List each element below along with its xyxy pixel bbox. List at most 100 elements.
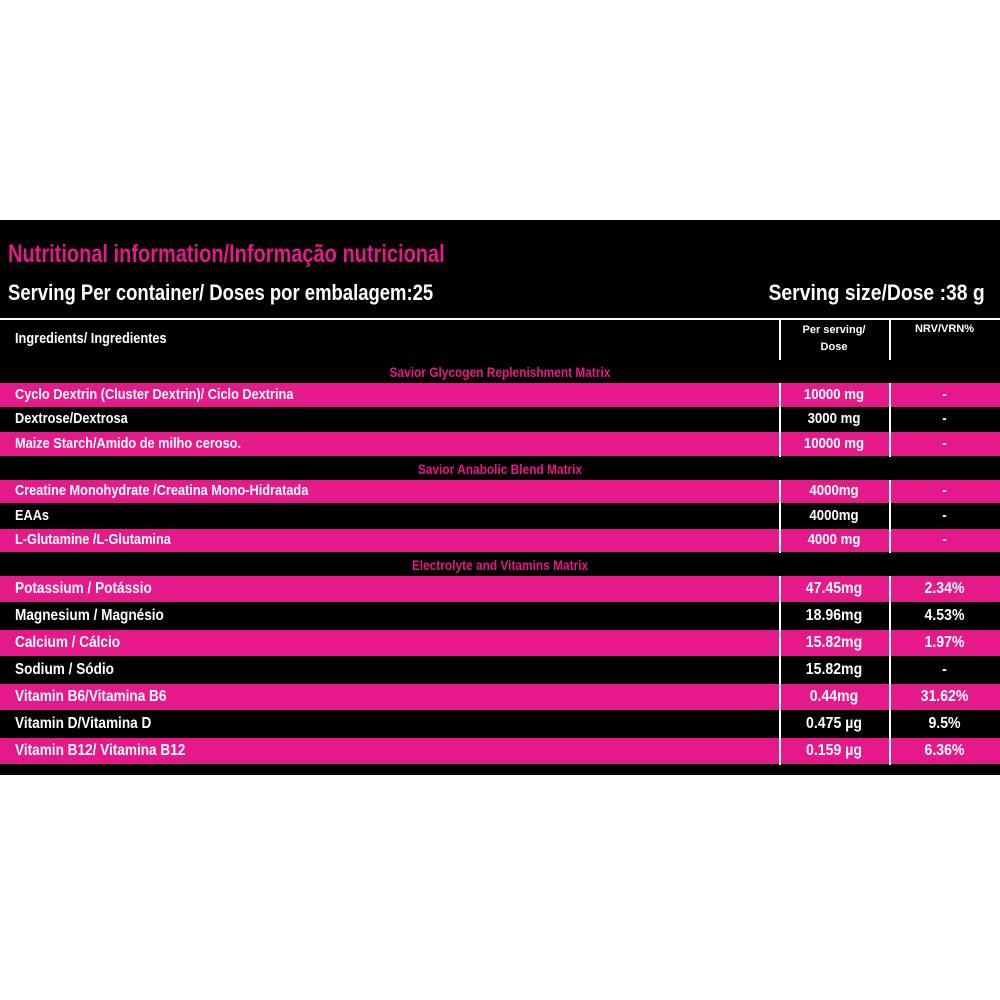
row-bg [0, 479, 779, 503]
nrv: 6.36% [924, 742, 965, 759]
ingredient: Calcium / Cálcio [15, 634, 121, 651]
row-bg [891, 528, 1000, 552]
row-bg [891, 576, 1000, 602]
nrv: 1.97% [924, 634, 965, 651]
col-rule [779, 479, 781, 504]
nrv: - [942, 385, 947, 403]
dose: 10000 mg [803, 434, 865, 452]
row-bg [891, 630, 1000, 656]
row-bg [781, 407, 889, 431]
dose: 10000 mg [803, 385, 865, 403]
col-rule [779, 603, 781, 630]
col-rule [779, 407, 781, 432]
ingredient: Vitamin B6/Vitamina B6 [15, 688, 167, 705]
label-panel: Nutritional information/Informação nutri… [0, 220, 1000, 775]
title: Nutritional information/Informação nutri… [8, 240, 445, 268]
col-rule [779, 576, 781, 603]
row-bg [781, 603, 889, 629]
col-rule [889, 383, 891, 408]
row-bg [781, 528, 889, 552]
col-rule [779, 528, 781, 553]
row-bg [0, 738, 779, 764]
nrv: - [942, 434, 947, 452]
dose: 15.82mg [805, 661, 863, 678]
ingredient: Creatine Monohydrate /Creatina Mono-Hidr… [15, 482, 309, 500]
row-bg [781, 684, 889, 710]
dose: 18.96mg [805, 607, 863, 624]
col-rule [889, 528, 891, 553]
row-bg [781, 432, 889, 456]
ingredient: Dextrose/Dextrosa [15, 410, 128, 428]
ingredient: L-Glutamine /L-Glutamina [15, 531, 171, 549]
col-rule [779, 657, 781, 684]
nrv: 4.53% [924, 607, 965, 624]
row-bg [0, 657, 779, 683]
column-header: NRV/VRN% [914, 323, 975, 335]
col-rule [779, 630, 781, 657]
dose: 0.159 µg [806, 742, 862, 759]
dose: 0.475 µg [806, 715, 862, 732]
nrv: - [942, 482, 947, 500]
row-bg [891, 432, 1000, 456]
ingredient: Sodium / Sódio [15, 661, 114, 678]
ingredient: Potassium / Potássio [15, 580, 152, 597]
col-rule [889, 711, 891, 738]
col-rule [889, 407, 891, 432]
col-rule [779, 318, 781, 360]
row-bg [891, 479, 1000, 503]
dose: 15.82mg [805, 634, 863, 651]
row-bg [0, 383, 779, 407]
col-rule [779, 432, 781, 457]
row-bg [0, 711, 779, 737]
dose: 4000mg [809, 482, 859, 500]
dose: 0.44mg [809, 688, 859, 705]
dose: 47.45mg [805, 580, 863, 597]
column-header: Ingredients/ Ingredientes [15, 330, 167, 347]
col-rule [889, 603, 891, 630]
row-bg [781, 576, 889, 602]
row-bg [0, 576, 779, 602]
row-bg [0, 528, 779, 552]
col-rule [779, 711, 781, 738]
ingredient: Vitamin D/Vitamina D [15, 715, 152, 732]
nrv: - [942, 531, 947, 549]
ingredient: Maize Starch/Amido de milho ceroso. [15, 434, 242, 452]
dose: 4000mg [809, 506, 859, 524]
section-title: Electrolyte and Vitamins Matrix [411, 557, 589, 573]
row-bg [891, 383, 1000, 407]
row-bg [781, 504, 889, 528]
row-bg [781, 383, 889, 407]
nrv: - [942, 506, 947, 524]
row-bg [781, 630, 889, 656]
row-bg [891, 407, 1000, 431]
row-bg [781, 479, 889, 503]
row-bg [781, 711, 889, 737]
row-bg [781, 657, 889, 683]
row-bg [0, 603, 779, 629]
col-rule [889, 630, 891, 657]
col-rule [889, 479, 891, 504]
column-header-line: Per serving/ [802, 324, 866, 336]
col-rule [889, 657, 891, 684]
col-rule [779, 504, 781, 529]
col-rule [779, 738, 781, 765]
col-rule [889, 738, 891, 765]
dose: 4000 mg [807, 531, 861, 549]
ingredient: Magnesium / Magnésio [15, 607, 164, 624]
nrv: - [942, 410, 947, 428]
row-bg [891, 657, 1000, 683]
row-bg [0, 407, 779, 431]
col-rule [889, 684, 891, 711]
servings: Serving Per container/ Doses por embalag… [8, 280, 434, 305]
row-bg [891, 603, 1000, 629]
row-bg [781, 738, 889, 764]
row-bg [891, 738, 1000, 764]
col-rule [779, 383, 781, 408]
col-rule [889, 504, 891, 529]
col-rule [889, 318, 891, 360]
col-rule [779, 684, 781, 711]
dose: 3000 mg [807, 410, 861, 428]
ingredient: Cyclo Dextrin (Cluster Dextrin)/ Ciclo D… [15, 385, 294, 403]
nrv: 2.34% [924, 580, 965, 597]
